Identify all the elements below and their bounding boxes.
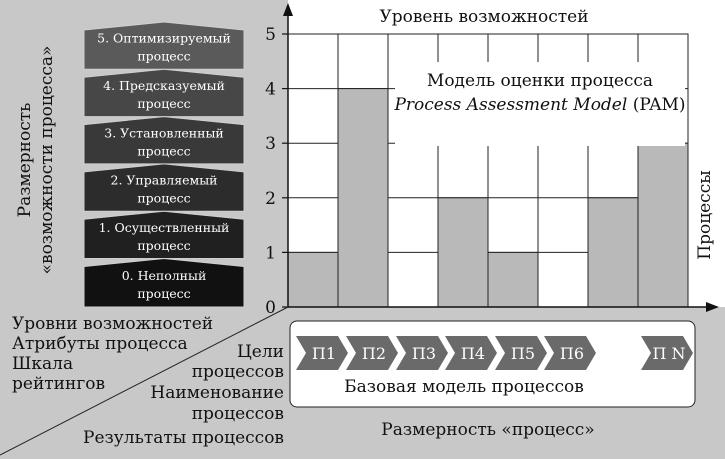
process-chevron xyxy=(396,336,448,370)
x-axis-arrow xyxy=(706,302,719,312)
bar xyxy=(587,197,639,308)
bar xyxy=(637,142,689,308)
process-chevrons: П1 П2 П3 П4 П5 П6 П N xyxy=(296,336,693,370)
capability-level-name: 4. Предсказуемый xyxy=(103,78,225,93)
lower-mid-line-5: Результаты процессов xyxy=(83,428,284,448)
y-tick-label: 0 xyxy=(265,298,276,318)
y-tick-label: 2 xyxy=(265,189,276,209)
capability-level-suffix: процесс xyxy=(137,143,190,158)
y-tick-label: 1 xyxy=(265,243,276,263)
y-tick-label: 5 xyxy=(265,25,276,45)
process-label: П2 xyxy=(362,344,386,363)
left-axis-label-1: Размерность xyxy=(15,103,35,218)
diagonal-divider xyxy=(0,306,289,456)
y-tick-labels: 0 1 2 3 4 5 xyxy=(265,25,288,318)
lower-mid-line-2: процессов xyxy=(192,362,284,382)
capability-level-shape xyxy=(83,163,245,212)
capability-level-suffix: процесс xyxy=(137,238,190,253)
capability-level-suffix: процесс xyxy=(137,191,190,206)
y-tick-label: 3 xyxy=(265,134,276,154)
pam-label-box xyxy=(395,62,685,146)
capability-level-name: 2. Управляемый xyxy=(111,173,218,188)
process-label: П1 xyxy=(312,344,336,363)
left-axis-label-2: «возможности процесса» xyxy=(37,46,57,275)
pam-title-line2: Process Assessment Model (PAM) xyxy=(393,95,685,115)
y-tick-label: 4 xyxy=(265,80,276,100)
process-label: П3 xyxy=(412,344,436,363)
right-axis-label: Процессы xyxy=(695,170,715,260)
capability-level-suffix: процесс xyxy=(137,49,190,64)
capability-level-suffix: процесс xyxy=(137,96,190,111)
bar xyxy=(287,251,339,308)
process-chevron xyxy=(641,336,693,370)
base-model-label: Базовая модель процессов xyxy=(344,377,584,397)
process-chevron xyxy=(346,336,398,370)
lower-left-line-4: рейтингов xyxy=(12,374,105,394)
process-chevron xyxy=(445,336,497,370)
bar xyxy=(487,251,539,308)
process-chevron xyxy=(544,336,596,370)
pam-title-suffix: (PAM) xyxy=(627,95,685,115)
bar xyxy=(337,88,389,308)
process-label: П N xyxy=(652,344,685,363)
bottom-axis-label: Размерность «процесс» xyxy=(381,420,594,440)
pam-title-line1: Модель оценки процесса xyxy=(427,71,653,91)
capability-level-shape xyxy=(83,257,245,308)
chart-bars xyxy=(287,88,689,308)
bar xyxy=(437,197,489,308)
capability-level-name: 1. Осуществленный xyxy=(99,220,230,235)
lower-mid-line-4: процессов xyxy=(192,404,284,424)
process-chevron xyxy=(296,336,348,370)
capability-level-name: 5. Оптимизируемый xyxy=(97,31,231,46)
process-label: П4 xyxy=(461,344,485,363)
capability-level-shape xyxy=(83,68,245,118)
capability-level-name: 3. Установленный xyxy=(104,125,223,140)
capability-level-suffix: процесс xyxy=(137,286,190,301)
pam-title-italic: Process Assessment Model xyxy=(393,95,627,115)
y-axis-arrow xyxy=(283,3,293,16)
capability-level-name: 0. Неполный xyxy=(122,268,207,283)
capability-levels: 5. Оптимизируемый процесс 4. Предсказуемый… xyxy=(83,21,245,308)
capability-level-shape xyxy=(83,116,245,165)
lower-left-line-2: Атрибуты процесса xyxy=(12,334,188,354)
process-label: П5 xyxy=(511,344,535,363)
lower-left-line-1: Уровни возможностей xyxy=(12,314,213,334)
process-chevron xyxy=(495,336,547,370)
capability-level-shape xyxy=(83,21,245,70)
lower-mid-line-1: Цели xyxy=(237,342,284,362)
top-title: Уровень возможностей xyxy=(379,7,588,27)
process-label: П6 xyxy=(560,344,584,363)
capability-level-shape xyxy=(83,210,245,259)
lower-left-line-3: Шкала xyxy=(12,354,73,374)
lower-mid-line-3: Наименование xyxy=(150,383,284,403)
